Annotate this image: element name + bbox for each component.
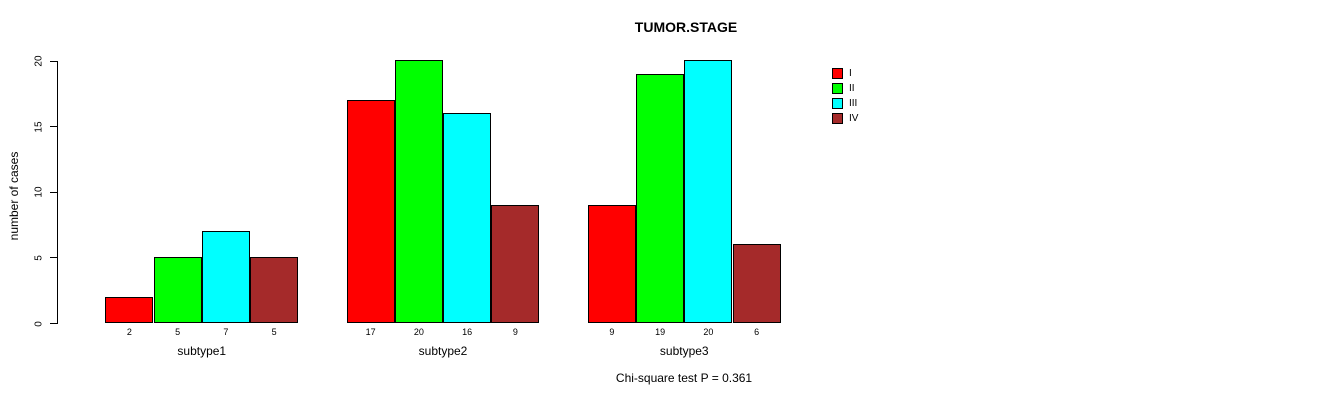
bar-subtype3-II [636,74,684,323]
y-tick [50,126,57,128]
bar-value-label: 5 [175,327,181,337]
bar-value-label: 2 [126,327,132,337]
bar-value-label: 20 [413,327,424,337]
chart-title: TUMOR.STAGE [634,19,738,35]
chi-square-footnote: Chi-square test P = 0.361 [615,371,753,385]
x-group-label: subtype1 [177,344,227,358]
bar-subtype1-IV [250,257,298,323]
legend-swatch [832,98,843,109]
legend-label: III [849,98,858,109]
bar-value-label: 16 [462,327,473,337]
y-tick-label: 10 [33,186,45,198]
y-tick-label: 5 [33,255,45,261]
bar-value-label: 5 [271,327,277,337]
y-tick [50,323,57,324]
bar-subtype3-I [588,205,636,323]
x-group-label: subtype3 [659,344,709,358]
bar-subtype2-III [443,113,491,323]
legend-label: I [849,68,852,79]
bar-value-label: 20 [703,327,714,337]
bar-subtype1-II [154,257,202,323]
bar-value-label: 7 [223,327,229,337]
legend-item: I [832,66,858,81]
y-tick [50,60,57,62]
bar-value-label: 6 [754,327,760,337]
y-tick-label: 0 [33,320,45,327]
y-tick-label: 15 [33,121,45,133]
legend-item: II [832,81,858,96]
legend-label: IV [849,113,859,124]
bar-value-label: 19 [655,327,666,337]
bar-value-label: 9 [609,327,615,337]
legend-swatch [832,113,843,124]
y-axis-line [57,60,58,324]
legend-item: IV [832,111,858,126]
x-group-label: subtype2 [418,344,468,358]
bar-value-label: 17 [365,327,376,337]
legend-label: II [849,83,855,94]
bar-subtype3-III [684,60,732,323]
bar-subtype3-IV [733,244,781,323]
legend-swatch [832,83,843,94]
y-tick [50,257,57,259]
legend-swatch [832,68,843,79]
bar-subtype2-IV [491,205,539,323]
bar-value-label: 9 [512,327,518,337]
bar-subtype1-I [105,297,153,323]
bar-subtype2-II [395,60,443,323]
legend-item: III [832,96,858,111]
y-tick [50,191,57,193]
bar-subtype1-III [202,231,250,323]
y-tick-label: 20 [33,55,45,67]
legend: I II III IV [832,66,858,126]
bar-subtype2-I [347,100,395,323]
